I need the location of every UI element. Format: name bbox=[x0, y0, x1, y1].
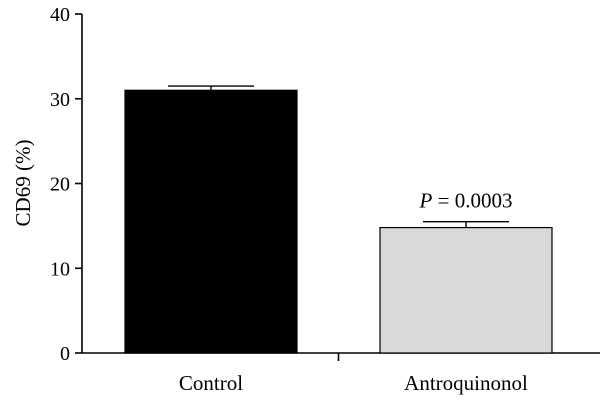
y-tick-label: 0 bbox=[60, 343, 70, 365]
p-value-text: = 0.0003 bbox=[432, 189, 512, 213]
p-symbol: P bbox=[419, 189, 433, 213]
y-tick-label: 20 bbox=[50, 174, 70, 196]
y-axis-title: CD69 (%) bbox=[11, 140, 35, 227]
y-tick-label: 30 bbox=[50, 89, 70, 111]
x-tick-label: Control bbox=[179, 371, 243, 395]
y-tick-label: 40 bbox=[50, 4, 70, 26]
bar bbox=[124, 89, 298, 354]
bar bbox=[379, 226, 553, 354]
p-value-annotation: P = 0.0003 bbox=[419, 189, 513, 213]
x-tick-label: Antroquinonol bbox=[404, 371, 528, 395]
y-tick-label: 10 bbox=[50, 258, 70, 280]
labels: 0 10 20 30 40 Control Antroquinonol bbox=[50, 4, 528, 395]
bars bbox=[124, 85, 553, 354]
